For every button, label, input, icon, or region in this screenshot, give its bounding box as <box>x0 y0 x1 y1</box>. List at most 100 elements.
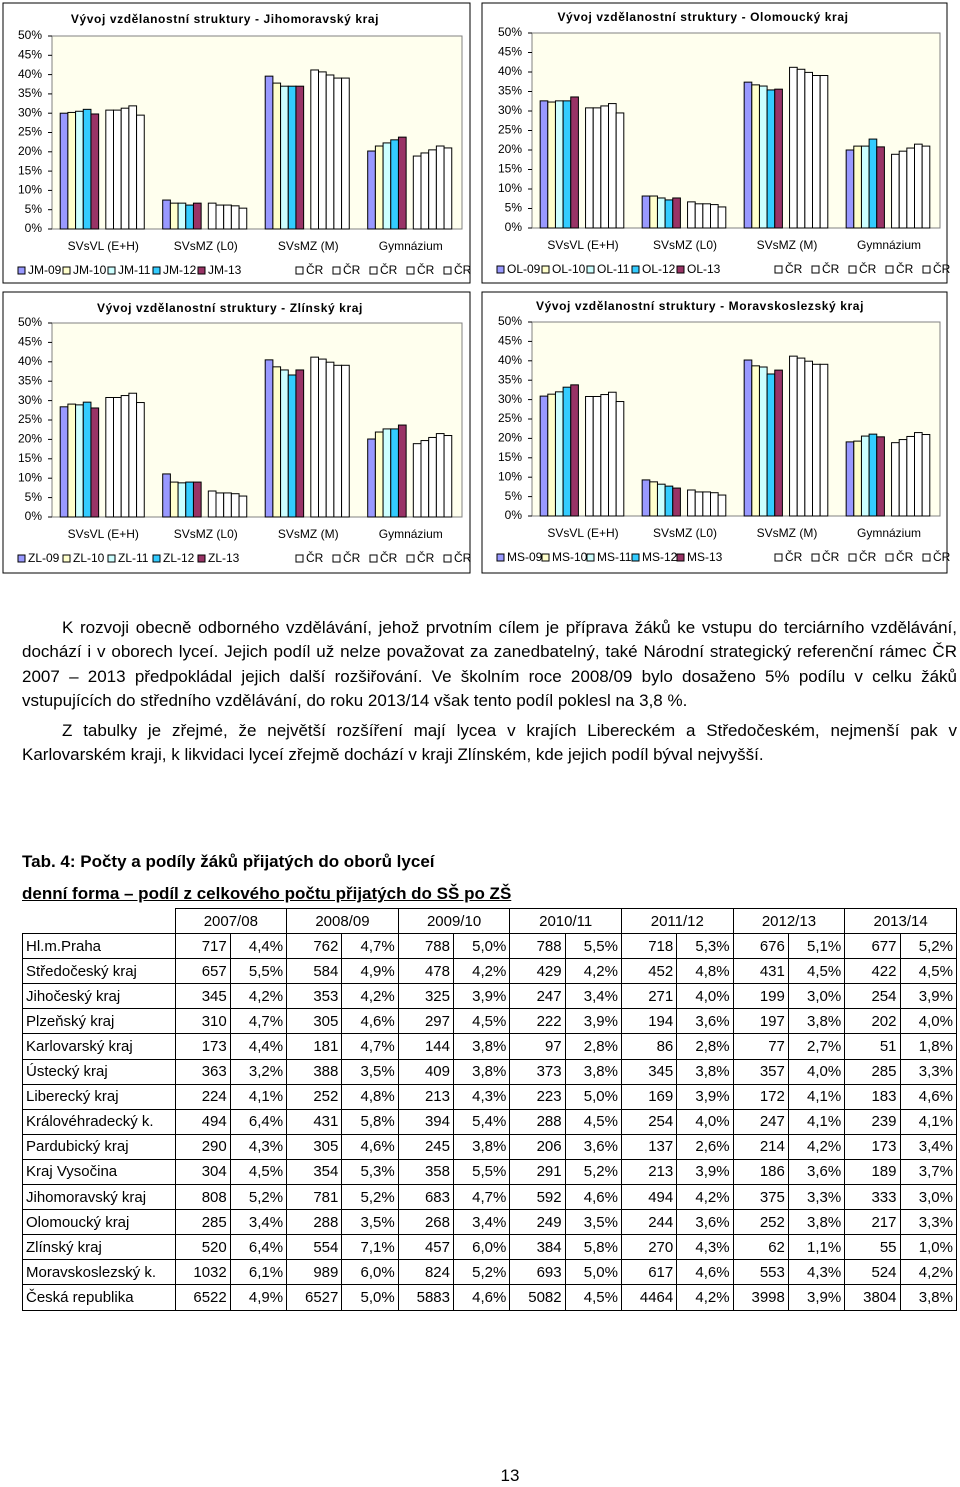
region-cell: Královéhradecký k. <box>22 1108 176 1135</box>
year-header: 2010/11 <box>509 907 622 935</box>
bar <box>796 68 806 229</box>
share-cell: 4,2% <box>341 983 399 1010</box>
legend-label: ČR <box>785 261 803 276</box>
bar <box>397 136 407 230</box>
count-cell: 762 <box>286 933 343 960</box>
share-cell: 4,3% <box>229 1133 288 1160</box>
legend-label: ČR <box>417 550 435 565</box>
share-cell: 6,0% <box>452 1234 511 1261</box>
x-tick-label: SVsVL (E+H) <box>547 238 618 252</box>
legend-label: OL-12 <box>642 262 676 276</box>
share-cell: 2,8% <box>564 1033 623 1060</box>
count-cell: 223 <box>509 1083 566 1110</box>
legend-swatch <box>774 265 783 274</box>
x-tick-label: SVsVL (E+H) <box>68 239 139 253</box>
table-row: Karlovarský kraj 173 4,4% 181 4,7% 144 3,8% 97 2… <box>22 1033 957 1060</box>
bar <box>921 145 931 229</box>
count-cell: 520 <box>174 1234 231 1261</box>
count-cell: 388 <box>286 1058 343 1085</box>
count-cell: 244 <box>620 1209 678 1236</box>
count-cell: 173 <box>844 1133 901 1160</box>
legend-label: ČR <box>343 262 361 277</box>
year-header: 2012/13 <box>732 907 846 935</box>
share-cell: 5,1% <box>787 933 846 960</box>
count-cell: 676 <box>732 933 789 960</box>
count-cell: 452 <box>620 958 678 985</box>
region-cell: Jihomoravský kraj <box>22 1184 176 1211</box>
count-cell: 245 <box>397 1133 455 1160</box>
bar <box>333 364 343 518</box>
table-row: Středočeský kraj 657 5,5% 584 4,9% 478 4,2% 429… <box>22 958 957 985</box>
legend-label: ČR <box>933 261 951 276</box>
bar <box>853 145 862 229</box>
bar <box>570 384 579 517</box>
count-cell: 354 <box>286 1158 343 1186</box>
legend-swatch <box>774 553 783 562</box>
count-cell: 137 <box>620 1133 678 1160</box>
bar <box>280 369 289 518</box>
legend-swatch <box>406 554 415 563</box>
share-cell: 3,5% <box>564 1209 623 1236</box>
bar <box>758 85 768 229</box>
y-tick-label: 50% <box>18 28 42 42</box>
y-tick-label: 45% <box>18 47 42 61</box>
bar <box>333 77 343 230</box>
x-tick-label: Gymnázium <box>379 239 443 253</box>
count-cell: 394 <box>397 1108 455 1135</box>
count-cell: 189 <box>844 1158 901 1186</box>
count-cell: 3998 <box>732 1284 789 1311</box>
bar <box>789 66 798 229</box>
count-cell: 213 <box>620 1158 678 1186</box>
legend-swatch <box>107 266 116 275</box>
count-cell: 206 <box>509 1133 566 1160</box>
region-cell: Hl.m.Praha <box>22 933 176 960</box>
table: 2007/08 2008/09 2009/10 2010/11 2011/12 2012/… <box>22 907 957 1311</box>
legend-swatch <box>848 265 857 274</box>
legend-swatch <box>885 265 894 274</box>
bar <box>310 356 319 518</box>
count-cell: 718 <box>620 933 678 960</box>
bar <box>215 492 225 518</box>
bar <box>906 435 915 517</box>
table-row: Ústecký kraj 363 3,2% 388 3,5% 409 3,8% 373 3,8%… <box>22 1058 957 1085</box>
bar <box>766 89 776 229</box>
legend-label: ČR <box>454 262 472 277</box>
share-cell: 3,3% <box>899 1058 957 1085</box>
legend-swatch <box>62 266 71 275</box>
count-cell: 305 <box>286 1008 343 1035</box>
share-cell: 4,0% <box>676 1108 734 1135</box>
bar <box>914 143 923 229</box>
count-cell: 297 <box>397 1008 455 1035</box>
y-tick-label: 0% <box>25 509 43 523</box>
bar <box>185 481 194 518</box>
bar <box>600 105 609 229</box>
share-cell: 3,3% <box>899 1209 957 1236</box>
count-cell: 657 <box>174 958 231 985</box>
y-tick-label: 10% <box>18 183 42 197</box>
share-cell: 5,2% <box>899 933 957 960</box>
y-tick-label: 35% <box>18 373 42 387</box>
bar <box>435 145 445 230</box>
bar <box>272 366 282 518</box>
count-cell: 169 <box>620 1083 678 1110</box>
count-cell: 247 <box>509 983 566 1010</box>
count-cell: 271 <box>620 983 678 1010</box>
count-cell: 333 <box>844 1184 901 1211</box>
bar <box>891 153 900 229</box>
bar <box>774 88 783 229</box>
bar <box>562 386 572 517</box>
table-row: Kraj Vysočina 304 4,5% 354 5,3% 358 5,5% 291 5,2… <box>22 1158 957 1186</box>
share-cell: 3,8% <box>676 1058 734 1085</box>
share-cell: 4,5% <box>564 1284 623 1311</box>
count-cell: 252 <box>286 1083 343 1110</box>
bar <box>412 155 422 230</box>
bar <box>136 402 145 518</box>
share-cell: 3,9% <box>787 1284 846 1311</box>
bar <box>295 85 305 230</box>
region-cell: Jihočeský kraj <box>22 983 176 1010</box>
share-cell: 1,0% <box>899 1234 957 1261</box>
share-cell: 4,7% <box>341 1033 399 1060</box>
count-cell: 429 <box>509 958 566 985</box>
bar <box>113 396 122 518</box>
x-tick-label: SVsVL (E+H) <box>68 527 139 541</box>
